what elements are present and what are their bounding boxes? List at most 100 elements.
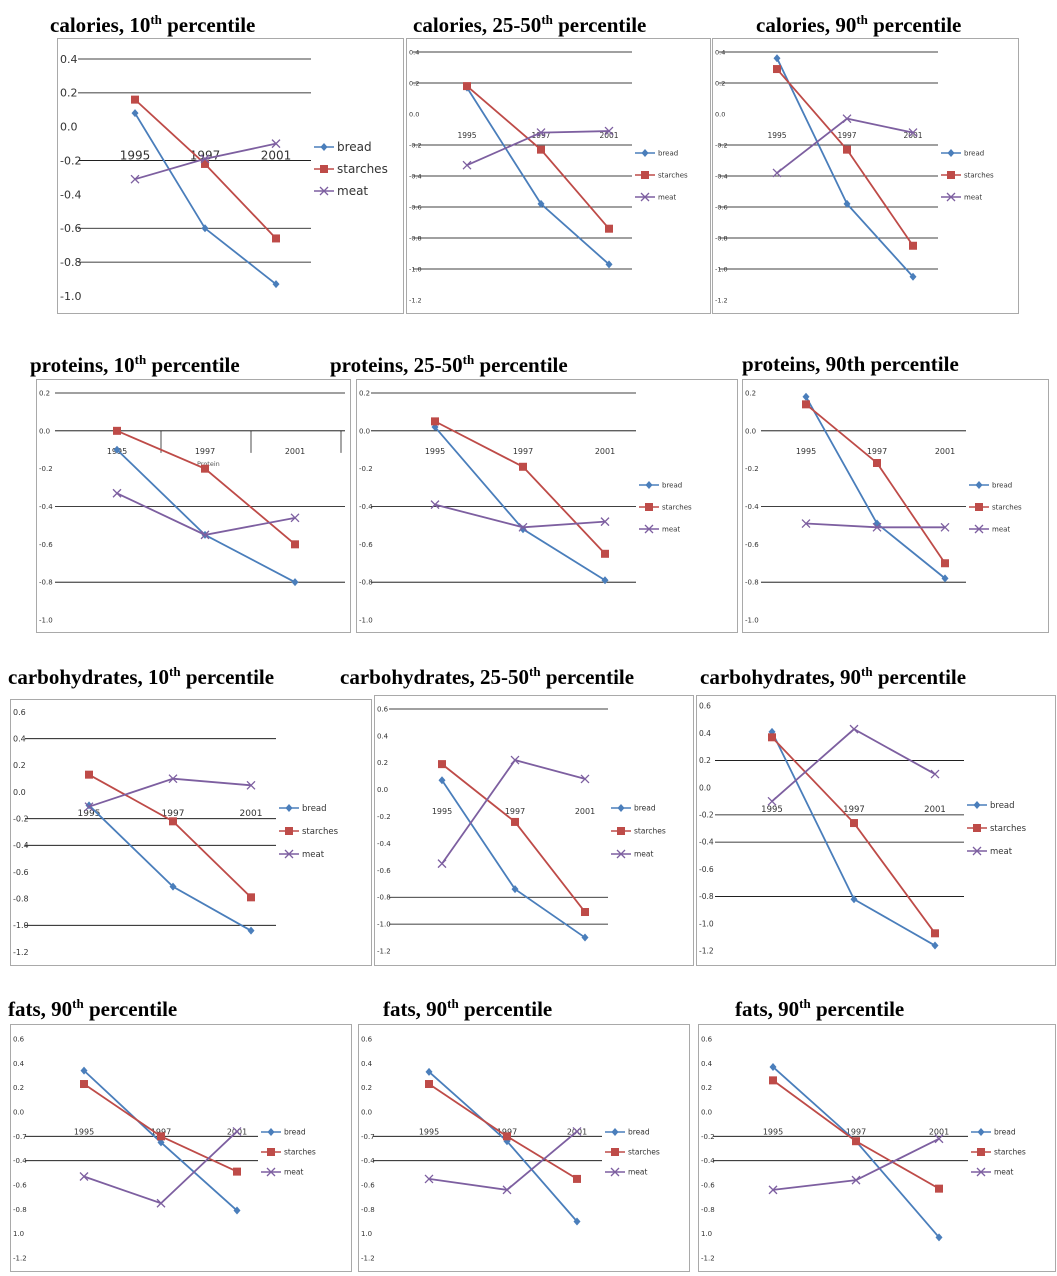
legend-marker-bread bbox=[645, 481, 653, 489]
point-meat bbox=[200, 154, 210, 164]
series-line-bread bbox=[805, 396, 946, 580]
x-tick-label: 1995 bbox=[763, 1127, 783, 1136]
point-starches bbox=[113, 426, 121, 435]
y-tick-label: -1.2 bbox=[699, 947, 714, 956]
chart-svg: 0.4 0.2 0.0 -0.2 -0.4 -0.6 -0.8 -1.0 1995 1997 200… bbox=[60, 53, 388, 303]
legend-marker-starches bbox=[975, 503, 983, 511]
point-starches bbox=[573, 1174, 581, 1183]
point-starches bbox=[850, 819, 858, 828]
point-starches bbox=[247, 893, 255, 902]
y-tick-label: 0.0 bbox=[699, 783, 711, 792]
legend-marker-starches bbox=[611, 1148, 619, 1156]
y-tick-label: 0.6 bbox=[13, 1035, 25, 1043]
x-tick-label: 1995 bbox=[432, 807, 452, 816]
legend-label-bread: bread bbox=[992, 481, 1012, 489]
legend-label-meat: meat bbox=[990, 847, 1013, 857]
point-meat bbox=[462, 160, 472, 170]
chart-title-fats-90-a: fats, 90th percentile bbox=[8, 996, 178, 1021]
y-tick-label: 0.4 bbox=[13, 1060, 25, 1068]
point-starches bbox=[201, 464, 209, 473]
y-tick-label: 0.0 bbox=[13, 788, 26, 797]
y-tick-label: -1.2 bbox=[13, 1254, 27, 1262]
y-tick-label: 0.0 bbox=[359, 427, 370, 435]
legend-marker-bread bbox=[285, 804, 293, 812]
y-tick-label: -0.8 bbox=[13, 1206, 27, 1214]
point-meat bbox=[580, 774, 590, 784]
y-tick-label: -0.4 bbox=[715, 172, 728, 180]
y-tick-label: 0.0 bbox=[409, 110, 419, 118]
chart-title-carbohydrates-25-50: carbohydrates, 25-50th percentile bbox=[340, 664, 635, 689]
point-bread bbox=[157, 1138, 165, 1147]
axis-annotation: Protein bbox=[197, 460, 220, 468]
legend-label-meat: meat bbox=[628, 1168, 648, 1177]
legend-marker-starches bbox=[285, 827, 293, 835]
legend-label-meat: meat bbox=[994, 1168, 1014, 1177]
point-starches bbox=[802, 400, 810, 409]
x-tick-label: 2001 bbox=[285, 447, 305, 456]
point-starches bbox=[157, 1132, 165, 1141]
y-tick-label: 0.6 bbox=[361, 1035, 373, 1043]
y-tick-label: -0.6 bbox=[699, 865, 714, 874]
point-bread bbox=[601, 576, 609, 585]
legend-label-bread: bread bbox=[337, 140, 372, 154]
series-line-starches bbox=[434, 420, 606, 555]
y-tick-label: -0.6 bbox=[715, 203, 728, 211]
point-meat bbox=[768, 1185, 778, 1195]
legend-marker-meat bbox=[266, 1167, 276, 1177]
point-starches bbox=[438, 760, 446, 769]
y-tick-label: 0.6 bbox=[699, 702, 711, 711]
legend-label-starches: starches bbox=[284, 1148, 316, 1157]
y-tick-label: 0.2 bbox=[13, 761, 26, 770]
y-tick-label: -0.4 bbox=[361, 1157, 375, 1165]
y-tick-label: -1.0 bbox=[60, 290, 81, 303]
y-tick-label: 0.0 bbox=[13, 1108, 24, 1116]
legend-label-starches: starches bbox=[337, 162, 388, 176]
chart-title-calories-10: calories, 10th percentile bbox=[50, 12, 256, 37]
point-meat bbox=[604, 126, 614, 136]
y-tick-label: 1.0 bbox=[13, 1230, 24, 1238]
y-tick-label: -0.6 bbox=[13, 868, 29, 877]
legend-label-bread: bread bbox=[994, 1128, 1016, 1137]
legend-label-meat: meat bbox=[992, 525, 1010, 533]
y-tick-label: -0.8 bbox=[13, 894, 29, 903]
chart-panel-calories-10: 0.4 0.2 0.0 -0.2 -0.4 -0.6 -0.8 -1.0 1995 1997 200… bbox=[57, 38, 404, 314]
point-starches bbox=[581, 908, 589, 917]
chart-panel-calories-25-50: 0.4 0.2 0.0 -0.2 -0.4 -0.6 -0.8 -1.0 -1.2 1995 199… bbox=[406, 38, 711, 314]
legend-marker-bread bbox=[947, 149, 955, 157]
x-tick-label: 1995 bbox=[796, 447, 816, 456]
chart-panel-fats-90-a: 0.6 0.4 0.2 0.0 -0.7 -0.4 -0.6 -0.8 1.0 -1.2 1995 1… bbox=[10, 1024, 352, 1272]
y-tick-label: 1.0 bbox=[361, 1230, 372, 1238]
chart-svg: 0.6 0.4 0.2 0.0 -0.2 -0.4 -0.6 -0.8 -1.0 -1.2 1995… bbox=[13, 708, 339, 957]
legend-marker-bread bbox=[973, 801, 981, 809]
y-tick-label: -1.0 bbox=[715, 265, 728, 273]
point-bread bbox=[113, 445, 121, 454]
point-bread bbox=[85, 801, 93, 810]
y-tick-label: 0.0 bbox=[377, 786, 388, 794]
y-tick-label: -0.4 bbox=[359, 503, 373, 511]
point-starches bbox=[852, 1137, 860, 1146]
x-tick-label: 2001 bbox=[575, 807, 595, 816]
point-bread bbox=[581, 933, 589, 942]
point-starches bbox=[769, 1076, 777, 1085]
point-starches bbox=[843, 145, 851, 154]
point-bread bbox=[80, 1066, 88, 1075]
x-tick-label: 1995 bbox=[78, 809, 101, 819]
point-starches bbox=[431, 417, 439, 426]
x-tick-label: 1995 bbox=[120, 148, 151, 162]
legend-label-meat: meat bbox=[658, 193, 676, 201]
point-bread bbox=[769, 1062, 777, 1071]
y-tick-label: 0.4 bbox=[699, 729, 711, 738]
point-starches bbox=[873, 458, 881, 467]
legend-marker-meat bbox=[976, 1167, 986, 1177]
point-meat bbox=[156, 1198, 166, 1208]
legend-label-starches: starches bbox=[634, 827, 666, 836]
y-tick-label: 0.2 bbox=[377, 759, 388, 767]
y-tick-label: 0.2 bbox=[699, 756, 711, 765]
y-tick-label: -1.2 bbox=[701, 1254, 715, 1262]
chart-panel-carbohydrates-25-50: 0.6 0.4 0.2 0.0 -0.2 -0.4 -0.6 -0.8 -1.0 -1.2 1995… bbox=[374, 695, 694, 966]
y-tick-label: -0.4 bbox=[39, 503, 53, 511]
chart-title-proteins-25-50: proteins, 25-50th percentile bbox=[330, 352, 568, 377]
x-tick-label: 1995 bbox=[419, 1127, 439, 1136]
legend-marker-starches bbox=[617, 827, 625, 835]
y-tick-label: -0.2 bbox=[699, 811, 714, 820]
